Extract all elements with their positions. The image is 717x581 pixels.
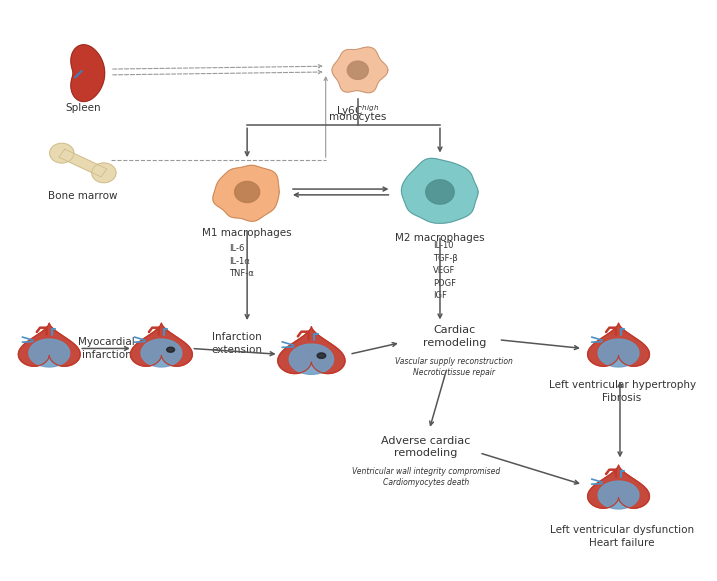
Text: Left ventricular hypertrophy
Fibrosis: Left ventricular hypertrophy Fibrosis xyxy=(549,381,695,403)
Text: Bone marrow: Bone marrow xyxy=(48,191,118,201)
Polygon shape xyxy=(598,481,639,509)
Polygon shape xyxy=(130,323,192,366)
Text: Cardiac
remodeling: Cardiac remodeling xyxy=(422,325,486,348)
Text: Ventricular wall integrity compromised
Cardiomyocytes death: Ventricular wall integrity compromised C… xyxy=(351,467,500,487)
Polygon shape xyxy=(71,45,105,102)
Polygon shape xyxy=(402,159,478,223)
Polygon shape xyxy=(29,339,70,367)
Text: IL-6
IL-1α
TNF-α: IL-6 IL-1α TNF-α xyxy=(229,244,254,278)
Circle shape xyxy=(49,144,74,163)
Text: Spleen: Spleen xyxy=(65,103,100,113)
Polygon shape xyxy=(289,344,333,374)
Polygon shape xyxy=(141,339,182,367)
Polygon shape xyxy=(598,339,639,367)
Polygon shape xyxy=(234,181,260,203)
Polygon shape xyxy=(332,47,388,93)
Polygon shape xyxy=(59,149,107,177)
Text: M2 macrophages: M2 macrophages xyxy=(395,232,485,242)
Circle shape xyxy=(92,163,116,182)
Polygon shape xyxy=(317,353,326,358)
Polygon shape xyxy=(19,323,80,366)
Text: IL-10
TGF-β
VEGF
PDGF
IGF: IL-10 TGF-β VEGF PDGF IGF xyxy=(433,241,457,300)
Text: Vascular supply reconstruction
Necrotic tissue repair: Vascular supply reconstruction Necrotic … xyxy=(395,357,513,377)
Text: Myocardial
infarction: Myocardial infarction xyxy=(78,337,135,360)
Text: Left ventricular dysfunction
Heart failure: Left ventricular dysfunction Heart failu… xyxy=(550,525,694,548)
Text: monocytes: monocytes xyxy=(329,112,386,122)
Polygon shape xyxy=(588,323,650,366)
Text: M1 macrophages: M1 macrophages xyxy=(202,228,292,238)
Polygon shape xyxy=(277,327,345,374)
Polygon shape xyxy=(426,180,455,204)
Text: Infarction
extension: Infarction extension xyxy=(211,332,262,355)
Polygon shape xyxy=(166,347,174,352)
Text: Adverse cardiac
remodeling: Adverse cardiac remodeling xyxy=(381,436,470,458)
Text: Ly6C$^{high}$: Ly6C$^{high}$ xyxy=(336,103,379,119)
Polygon shape xyxy=(347,61,369,80)
Polygon shape xyxy=(588,465,650,508)
Polygon shape xyxy=(213,166,279,221)
